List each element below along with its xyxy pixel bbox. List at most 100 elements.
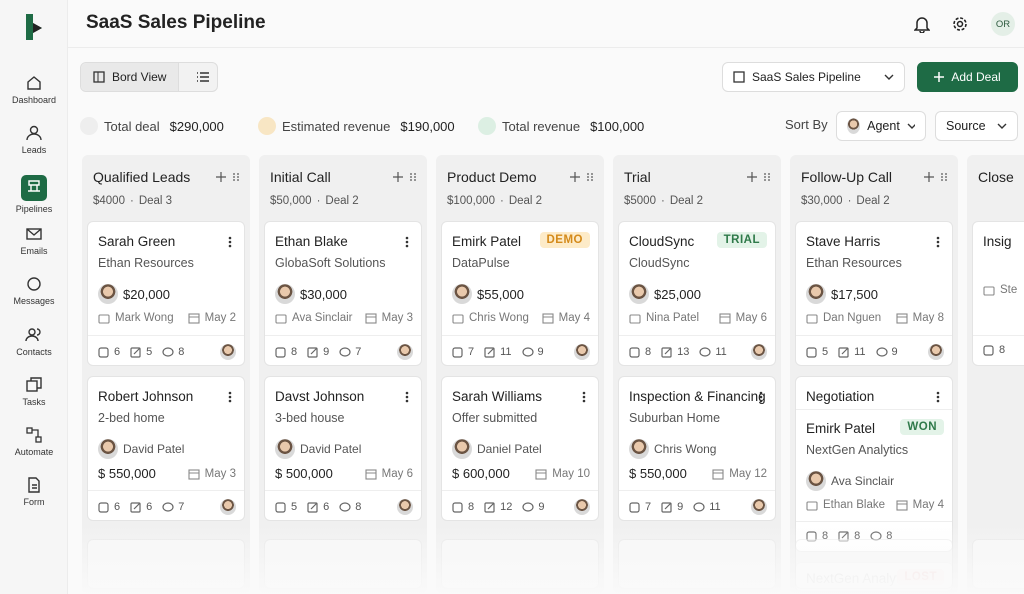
card-counts: 8 — [983, 344, 1024, 356]
board-view[interactable]: Bord View — [81, 63, 180, 91]
pipeline-select[interactable]: SaaS Sales Pipeline — [722, 62, 905, 92]
divider — [619, 490, 775, 491]
count: 7 — [178, 501, 185, 513]
owner-name: Ste — [1000, 284, 1018, 296]
card-menu[interactable] — [405, 391, 409, 403]
card-counts: 6 5 8 — [98, 344, 236, 360]
card-person: David Patel — [98, 439, 236, 459]
card-meta: Nina Patel May 6 — [629, 312, 767, 324]
source-filter[interactable]: Source — [935, 111, 1018, 141]
count-icon — [98, 502, 109, 513]
deal-card[interactable]: Insig Ste 8 — [972, 221, 1024, 366]
count: 9 — [677, 501, 684, 513]
card-placeholder — [87, 539, 245, 589]
sidebar-item[interactable]: Pipelines — [0, 174, 68, 214]
divider — [973, 335, 1024, 336]
count: 6 — [323, 501, 330, 513]
sidebar-item[interactable]: Tasks — [0, 376, 68, 407]
count: 13 — [677, 346, 690, 358]
add-deal[interactable]: Add Deal — [917, 62, 1018, 92]
sidebar-icon — [27, 277, 41, 291]
stat-value: $290,000 — [169, 118, 224, 134]
owner-name: Dan Nguen — [823, 312, 882, 324]
card-meta: $ 600,000 May 10 — [452, 466, 590, 481]
stat-label: Total revenue — [502, 118, 581, 134]
amount: $30,000 — [300, 286, 347, 302]
column-title: Close — [978, 169, 1014, 185]
date-icon — [535, 468, 547, 480]
list-view[interactable] — [196, 71, 210, 83]
card-subtitle: CloudSync — [629, 256, 690, 270]
divider — [265, 335, 421, 336]
user-avatar[interactable]: OR — [991, 12, 1015, 36]
stat-value: $100,000 — [590, 118, 645, 134]
count-icon — [521, 347, 534, 357]
card-menu[interactable] — [228, 391, 232, 403]
count: 8 — [468, 501, 475, 513]
card-menu[interactable] — [759, 391, 763, 403]
stat: Total deal $290,000 — [80, 117, 224, 135]
view-label: Bord View — [112, 70, 167, 84]
card-menu[interactable] — [582, 391, 586, 403]
sidebar-item[interactable]: Emails — [0, 225, 68, 256]
settings[interactable] — [951, 15, 969, 33]
sidebar-item[interactable]: Form — [0, 476, 68, 507]
card-amount: $30,000 — [275, 284, 413, 304]
count-icon — [484, 502, 495, 513]
notifications[interactable] — [914, 15, 930, 33]
pipeline-column: Qualified Leads $4000Deal 3 Sarah Green Eth… — [82, 155, 250, 594]
owner-name: Mark Wong — [115, 312, 174, 324]
card-menu[interactable] — [228, 236, 232, 248]
card-menu[interactable] — [405, 236, 409, 248]
count-icon — [275, 347, 286, 358]
card-menu[interactable] — [936, 391, 940, 403]
deal-card[interactable]: Negotiation Emirk Patel WON NextGen Analyti… — [795, 376, 953, 552]
sidebar-item[interactable]: Automate — [0, 426, 68, 457]
divider — [796, 335, 952, 336]
owner-icon — [98, 314, 110, 324]
date: May 10 — [552, 467, 590, 480]
card-amount: $17,500 — [806, 284, 944, 304]
count-icon — [484, 347, 495, 358]
card-menu[interactable] — [936, 236, 940, 248]
deal-card[interactable]: CloudSync TRIAL CloudSync $25,000 Nina Patel… — [618, 221, 776, 366]
card-meta: Mark Wong May 2 — [98, 312, 236, 324]
card-meta: $ 500,000 May 6 — [275, 466, 413, 481]
add-deal-label: Add Deal — [951, 70, 1001, 84]
avatar — [275, 439, 295, 459]
deal-card[interactable]: Robert Johnson 2-bed home David Patel $ 550… — [87, 376, 245, 521]
chevron — [997, 123, 1007, 129]
logo — [26, 14, 42, 40]
deal-card[interactable]: Sarah Williams Offer submitted Daniel Pate… — [441, 376, 599, 521]
card-meta: $ 550,000 May 12 — [629, 466, 767, 481]
owner-name: Chris Wong — [469, 312, 529, 324]
deal-card[interactable]: Ethan Blake GlobaSoft Solutions $30,000 Ava… — [264, 221, 422, 366]
agent-filter[interactable]: Agent — [836, 111, 926, 141]
column-summary: $100,000Deal 2 — [447, 195, 542, 207]
count: 8 — [291, 346, 298, 358]
chevron — [907, 123, 915, 129]
count: 9 — [891, 346, 898, 358]
deal-card[interactable]: Davst Johnson 3-bed house David Patel $ 500… — [264, 376, 422, 521]
deal-card[interactable]: Stave Harris Ethan Resources $17,500 Dan Ng… — [795, 221, 953, 366]
card-name: Robert Johnson — [98, 389, 194, 404]
card-counts: 7 11 9 — [452, 344, 590, 360]
column-title: Product Demo — [447, 169, 537, 185]
sidebar-item[interactable]: Messages — [0, 275, 68, 306]
count: 6 — [146, 501, 153, 513]
sidebar-icon — [26, 228, 42, 240]
sidebar-label: Contacts — [16, 346, 52, 357]
card-name: Insig — [983, 234, 1012, 249]
deal-card[interactable]: Sarah Green Ethan Resources $20,000 Mark Wo… — [87, 221, 245, 366]
sidebar-item[interactable]: Dashboard — [0, 74, 68, 105]
stat-icon — [80, 117, 98, 135]
deal-card[interactable]: Inspection & Financing Suburban Home Chris… — [618, 376, 776, 521]
card-name: Ethan Blake — [275, 234, 348, 249]
pipeline-column: Trial $5000Deal 2 CloudSync TRIAL CloudSync $… — [613, 155, 781, 594]
sidebar-item[interactable]: Contacts — [0, 326, 68, 357]
stat-value: $190,000 — [400, 118, 455, 134]
date: May 8 — [912, 312, 944, 324]
deal-card[interactable]: Emirk Patel DEMO DataPulse $55,000 Chris Won… — [441, 221, 599, 366]
sidebar-item[interactable]: Leads — [0, 124, 68, 155]
